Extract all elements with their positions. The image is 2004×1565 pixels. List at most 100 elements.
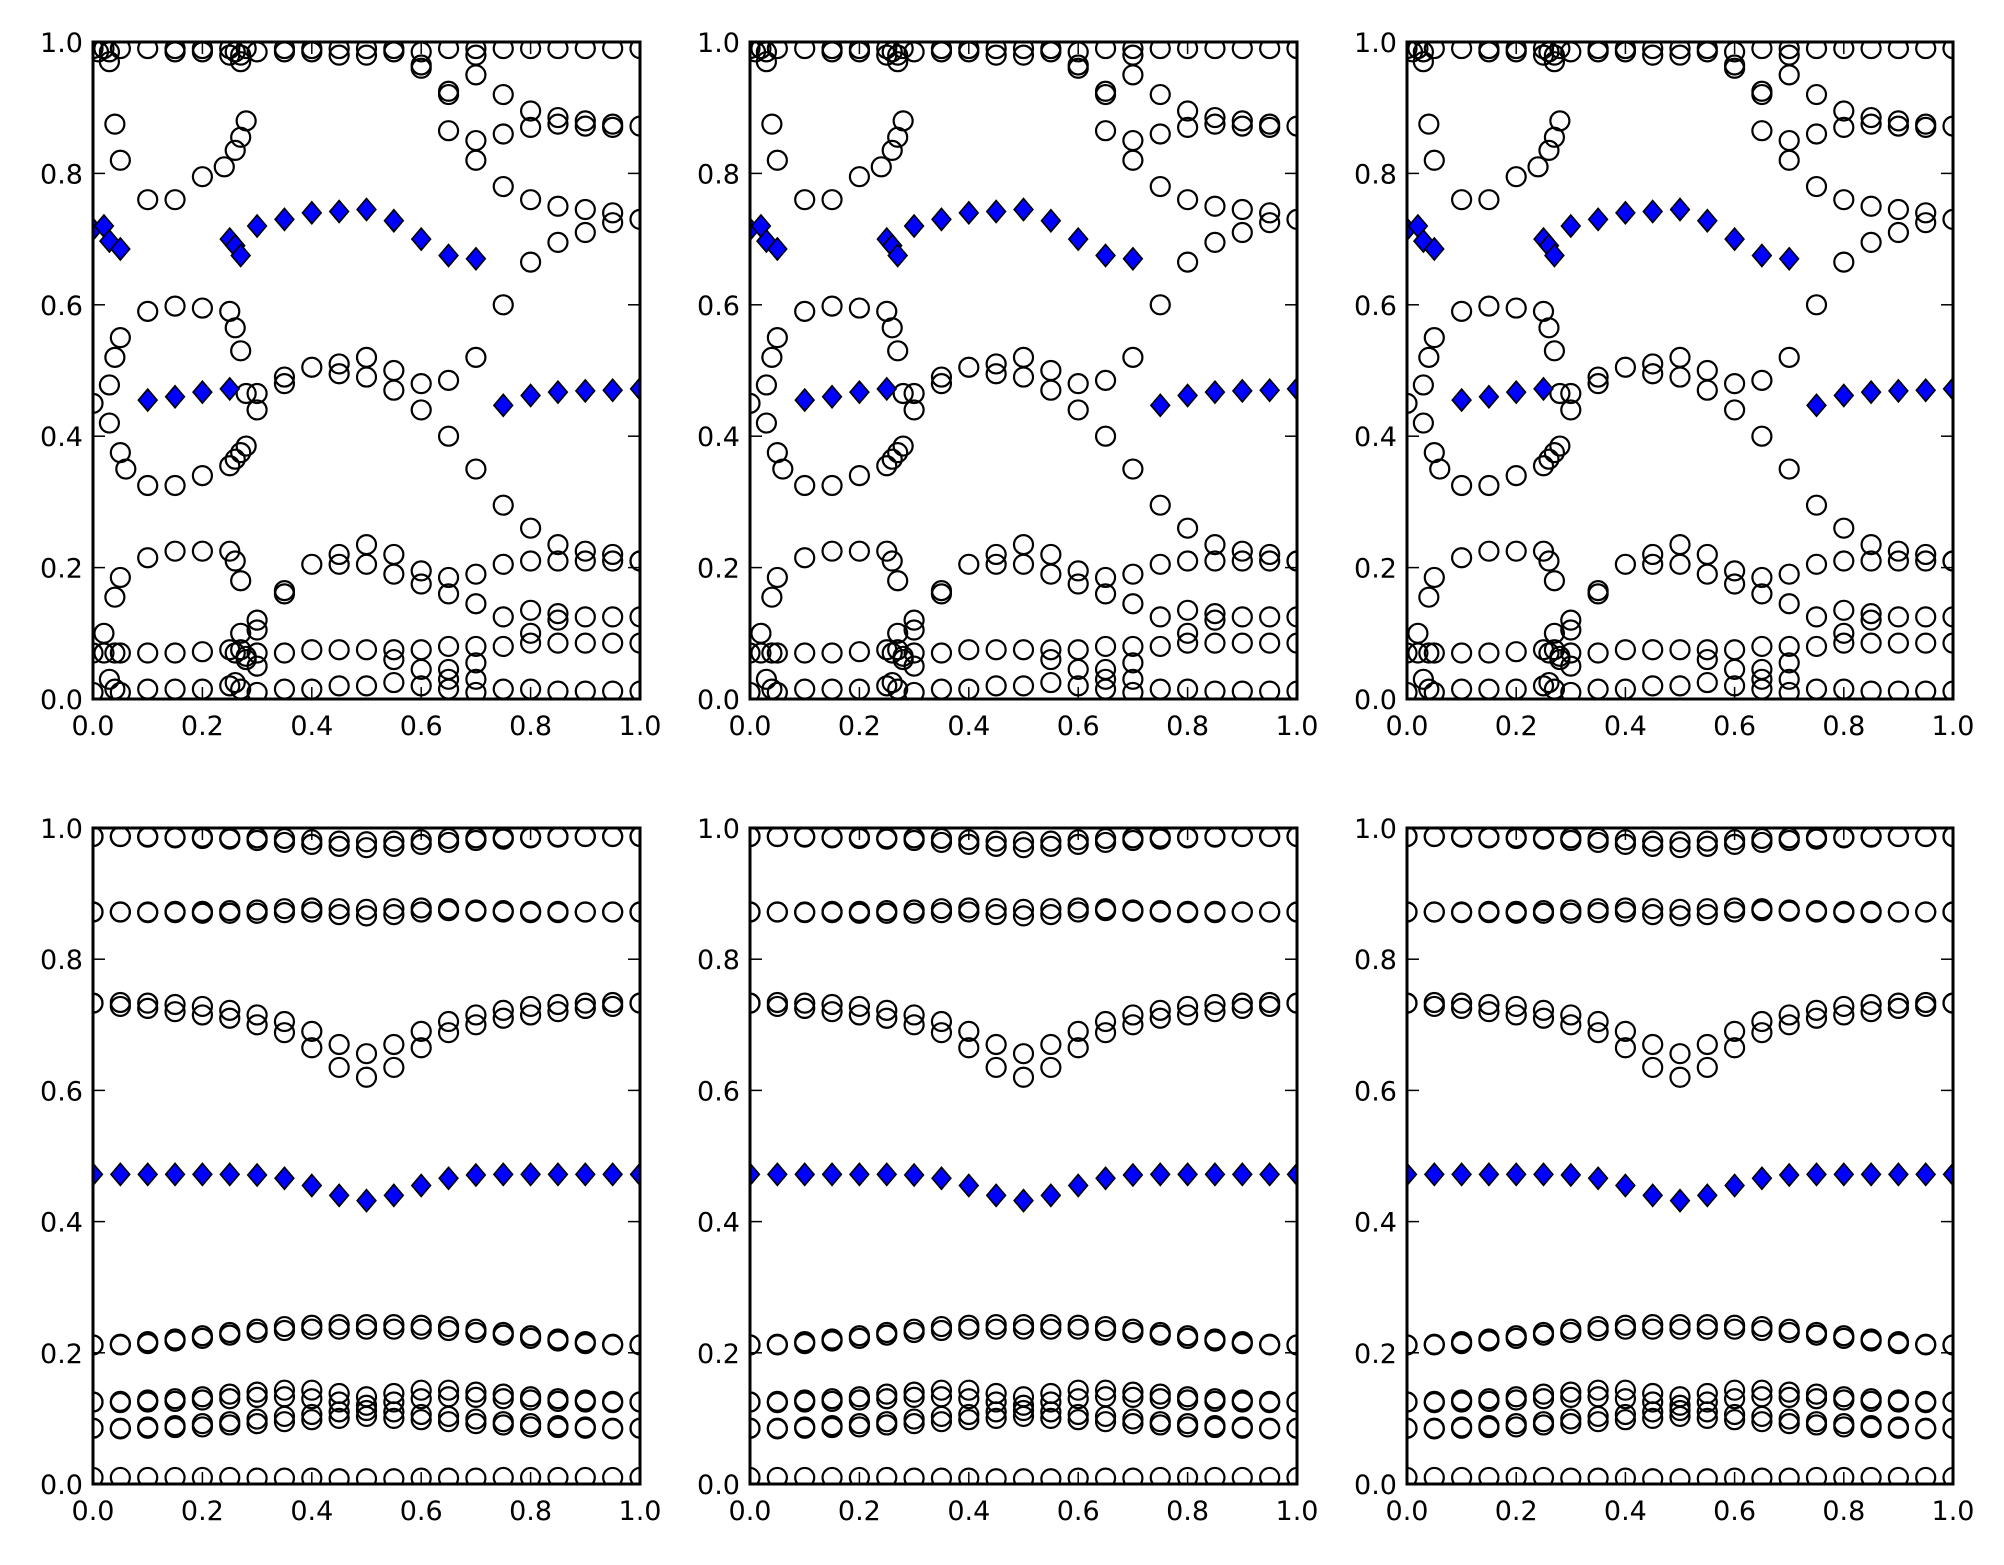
- circle-marker: [1176, 1004, 1199, 1026]
- circle-marker: [574, 1391, 596, 1413]
- circle-marker: [1887, 198, 1910, 221]
- circle-marker: [1778, 42, 1800, 60]
- circle-marker: [1040, 1033, 1062, 1056]
- circle-marker: [1860, 828, 1882, 848]
- circle-marker: [1012, 44, 1035, 66]
- y-tick-label: 0.4: [697, 1208, 740, 1239]
- circle-marker: [191, 1416, 213, 1438]
- y-tick-label: 0.0: [1354, 685, 1397, 716]
- circle-marker: [1204, 42, 1226, 60]
- circle-marker: [1149, 635, 1171, 658]
- circle-marker: [1094, 369, 1117, 391]
- circle-marker: [1505, 465, 1527, 487]
- circle-marker: [1259, 632, 1281, 654]
- circle-marker: [1094, 583, 1117, 605]
- circle-marker: [1204, 1466, 1226, 1484]
- circle-marker: [1067, 573, 1089, 595]
- diamond-marker: [492, 393, 514, 418]
- circle-marker: [750, 1466, 761, 1484]
- circle-marker: [574, 198, 596, 221]
- y-tick-label: 1.0: [1354, 28, 1397, 59]
- circle-marker: [1642, 543, 1664, 566]
- circle-marker: [903, 902, 925, 924]
- circle-marker: [903, 1386, 925, 1409]
- circle-marker: [821, 828, 843, 849]
- circle-marker: [355, 675, 378, 697]
- circle-marker: [1407, 1334, 1418, 1356]
- circle-marker: [1122, 1408, 1144, 1430]
- circle-marker: [1012, 366, 1035, 388]
- circle-marker: [1833, 550, 1855, 572]
- circle-marker: [1614, 901, 1637, 923]
- circle-marker: [750, 992, 761, 1014]
- circle-marker: [1887, 1417, 1910, 1439]
- diamond-marker: [1696, 1183, 1718, 1208]
- circle-marker: [794, 300, 816, 322]
- circle-marker: [1587, 366, 1609, 388]
- circle-marker: [881, 448, 903, 470]
- circle-marker: [1478, 642, 1500, 664]
- circle-marker: [137, 1466, 159, 1484]
- circle-marker: [1860, 1390, 1882, 1412]
- diamond-marker: [1942, 1162, 1953, 1187]
- circle-marker: [1532, 455, 1555, 477]
- circle-marker: [1259, 680, 1281, 699]
- circle-marker: [219, 675, 241, 697]
- circle-marker: [821, 902, 843, 924]
- circle-marker: [328, 830, 350, 852]
- diamond-marker: [794, 387, 816, 413]
- circle-marker: [1887, 115, 1910, 137]
- diamond-marker: [137, 1162, 159, 1187]
- y-tick-label: 0.2: [697, 554, 740, 585]
- circle-marker: [1478, 678, 1500, 699]
- circle-marker: [1778, 149, 1800, 171]
- circle-marker: [602, 543, 624, 566]
- circle-marker: [985, 1056, 1007, 1079]
- circle-marker: [465, 42, 487, 60]
- circle-marker: [1642, 1401, 1664, 1423]
- circle-marker: [1538, 642, 1560, 664]
- circle-marker: [1696, 903, 1718, 926]
- circle-marker: [224, 448, 246, 470]
- circle-marker: [930, 831, 953, 854]
- circle-marker: [246, 829, 268, 852]
- circle-marker: [1860, 550, 1882, 572]
- circle-marker: [1543, 570, 1566, 592]
- circle-marker: [1204, 113, 1226, 135]
- circle-marker: [1423, 681, 1445, 699]
- circle-marker: [246, 382, 268, 405]
- circle-marker: [328, 1407, 350, 1430]
- circle-marker: [794, 992, 816, 1014]
- circle-marker: [1450, 992, 1473, 1014]
- circle-marker: [1724, 1467, 1746, 1484]
- diamond-marker: [1407, 1162, 1418, 1187]
- diamond-marker: [438, 243, 459, 268]
- diamond-marker: [1806, 1162, 1827, 1187]
- circle-marker: [1407, 901, 1418, 923]
- axes-frame: [91, 826, 642, 1486]
- circle-marker: [1532, 540, 1555, 562]
- circle-marker: [1805, 1007, 1828, 1029]
- circle-marker: [1231, 606, 1253, 628]
- diamond-marker: [1423, 236, 1445, 262]
- circle-marker: [1407, 642, 1418, 664]
- circle-marker: [1122, 681, 1144, 699]
- circle-marker: [1423, 995, 1445, 1018]
- x-tick-label: 0.8: [1166, 711, 1209, 742]
- circle-marker: [574, 540, 596, 562]
- circle-marker: [1833, 902, 1855, 924]
- circle-marker: [93, 642, 104, 664]
- diamond-marker: [328, 1183, 350, 1208]
- circle-marker: [492, 901, 514, 923]
- circle-marker: [1642, 675, 1664, 697]
- diamond-marker: [1669, 1188, 1691, 1213]
- circle-marker: [887, 442, 909, 464]
- circle-marker: [766, 1466, 788, 1484]
- circle-marker: [219, 828, 241, 850]
- circle-marker: [887, 570, 909, 592]
- circle-marker: [437, 831, 460, 854]
- x-tick-label: 0.6: [1057, 711, 1100, 742]
- diamond-marker: [109, 236, 131, 262]
- circle-marker: [1614, 1403, 1637, 1426]
- circle-marker: [219, 999, 241, 1021]
